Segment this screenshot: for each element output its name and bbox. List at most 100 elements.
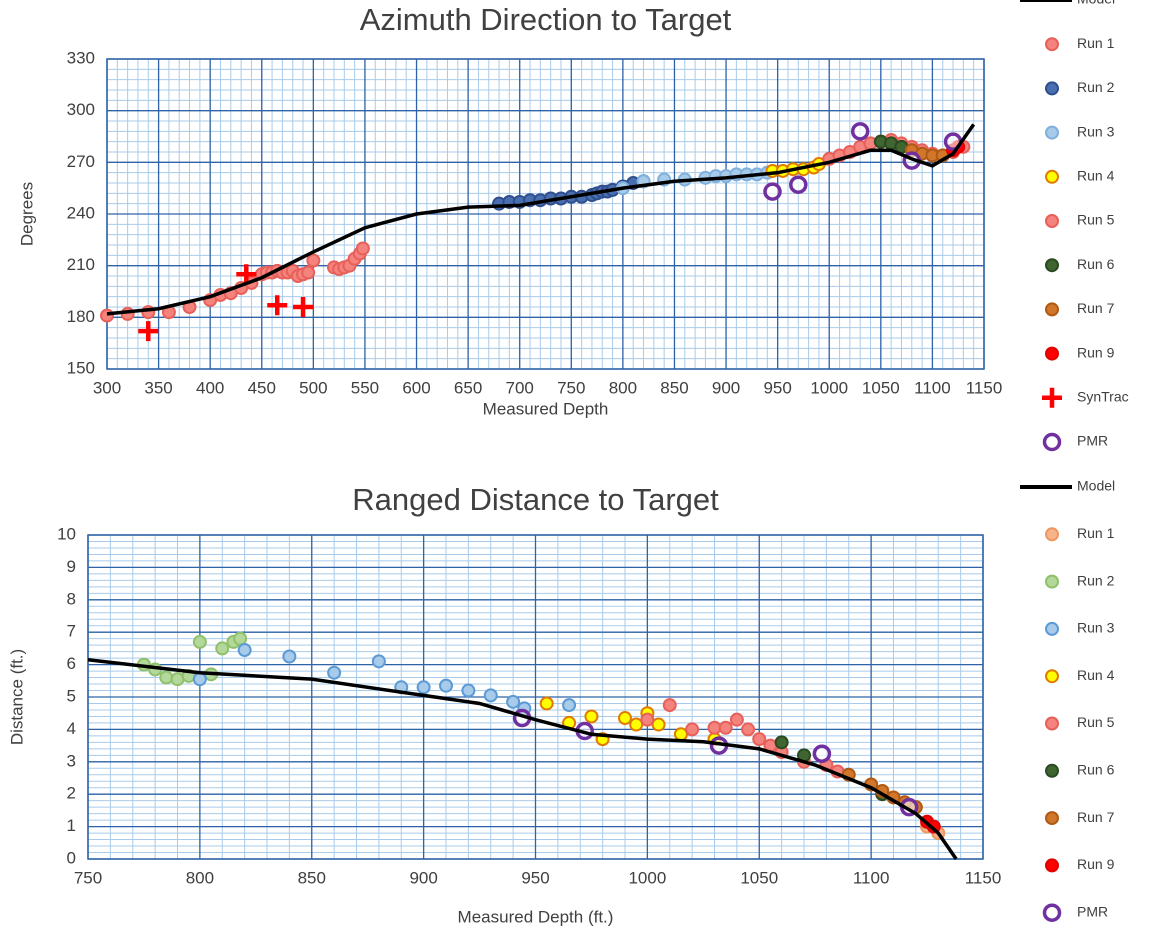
legend-marker: [1045, 574, 1059, 589]
x-tick-label: 350: [144, 378, 172, 397]
data-point: [483, 688, 498, 703]
data-point: [618, 711, 632, 726]
data-point: [306, 253, 321, 268]
legend-label: Run 7: [1077, 809, 1115, 825]
y-tick-label: 8: [67, 589, 76, 608]
data-point: [267, 295, 288, 316]
data-point: [812, 744, 832, 763]
data-point: [789, 175, 808, 194]
legend-label: PMR: [1077, 433, 1108, 449]
data-point: [138, 321, 159, 342]
legend-label: Run 1: [1077, 525, 1115, 541]
data-point: [159, 670, 174, 685]
y-tick-label: 300: [67, 100, 95, 119]
legend-label: Run 9: [1077, 856, 1115, 872]
legend-label: Run 3: [1077, 123, 1115, 139]
data-point: [506, 694, 521, 709]
data-point: [673, 727, 688, 742]
legend-marker: [1045, 527, 1059, 542]
x-axis-label: Measured Depth: [483, 399, 609, 418]
legend-marker: [1045, 302, 1059, 317]
model-line: [87, 658, 958, 860]
x-tick-label: 750: [557, 378, 585, 397]
x-tick-label: 850: [660, 378, 688, 397]
legend-label: PMR: [1077, 903, 1108, 919]
data-point: [355, 241, 370, 256]
data-point: [282, 649, 297, 664]
x-tick-label: 1100: [853, 868, 890, 887]
data-point: [662, 698, 677, 713]
x-tick-label: 650: [454, 378, 482, 397]
data-point: [236, 264, 257, 285]
x-tick-label: 700: [506, 378, 534, 397]
data-point: [215, 641, 230, 656]
legend-marker: [1045, 811, 1059, 826]
legend-label: Run 5: [1077, 212, 1115, 228]
legend-marker: [1042, 387, 1062, 408]
data-point: [237, 643, 252, 658]
x-tick-label: 850: [298, 868, 326, 887]
data-point: [718, 720, 733, 735]
y-tick-label: 9: [67, 557, 76, 576]
x-tick-label: 550: [351, 378, 379, 397]
legend-label: Run 5: [1077, 714, 1115, 730]
plot-border: [106, 58, 985, 370]
data-point: [763, 182, 782, 201]
data-point: [774, 735, 789, 750]
data-point: [293, 297, 314, 317]
legend-label: Run 2: [1077, 572, 1115, 588]
data-point: [752, 732, 767, 747]
x-tick-label: 900: [712, 378, 740, 397]
y-axis-label: Degrees: [17, 182, 36, 246]
data-point: [371, 654, 386, 669]
legend-label: Run 4: [1077, 667, 1115, 683]
legend-label: Run 3: [1077, 620, 1115, 636]
data-point: [301, 265, 316, 280]
y-tick-label: 270: [67, 152, 95, 171]
x-axis-label: Measured Depth (ft.): [458, 907, 614, 926]
y-tick-label: 180: [67, 307, 95, 326]
x-tick-label: 1050: [862, 378, 900, 397]
legend-label: Run 6: [1077, 762, 1115, 778]
data-point: [416, 680, 431, 695]
legend-marker: [1045, 258, 1059, 273]
x-tick-label: 900: [409, 868, 437, 887]
data-point: [850, 122, 870, 141]
data-point: [685, 722, 700, 737]
data-point: [170, 672, 185, 687]
legend-label: SynTrac: [1077, 389, 1129, 405]
legend-label: Run 9: [1077, 344, 1115, 360]
y-tick-label: 5: [67, 686, 76, 705]
x-tick-label: 300: [93, 378, 121, 397]
legend-marker: [1045, 858, 1059, 873]
x-tick-label: 1100: [914, 378, 951, 397]
data-point: [584, 709, 599, 724]
legend-marker: [1045, 214, 1059, 228]
y-axis-label: Distance (ft.): [7, 649, 26, 745]
data-point: [461, 683, 476, 698]
data-point: [327, 665, 342, 680]
legend-label: Run 1: [1077, 35, 1115, 51]
y-tick-label: 0: [67, 848, 76, 867]
legend-marker: [1045, 621, 1059, 636]
y-tick-label: 4: [67, 719, 76, 738]
y-tick-label: 210: [67, 255, 95, 274]
x-tick-label: 800: [186, 868, 214, 887]
y-tick-label: 330: [67, 48, 95, 67]
y-tick-label: 10: [57, 524, 76, 543]
y-tick-label: 150: [67, 358, 95, 377]
data-point: [192, 634, 207, 649]
model-line: [106, 123, 976, 316]
data-point: [651, 717, 666, 732]
legend-label: Model: [1077, 478, 1115, 494]
x-tick-label: 1000: [810, 378, 848, 397]
x-tick-label: 600: [402, 378, 430, 397]
data-point: [192, 672, 207, 687]
legend-label: Model: [1077, 0, 1115, 7]
x-tick-label: 1150: [966, 378, 1003, 397]
data-point: [729, 712, 744, 727]
y-tick-label: 3: [67, 751, 76, 770]
legend-marker: [1045, 81, 1059, 96]
legend-marker: [1045, 346, 1059, 361]
